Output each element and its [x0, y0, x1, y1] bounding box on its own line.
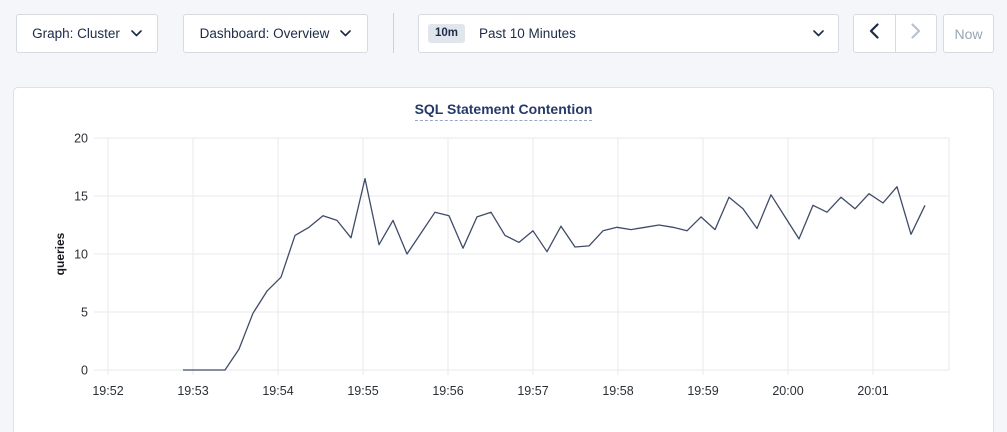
dashboard-dropdown[interactable]: Dashboard: Overview — [183, 14, 368, 53]
chart-title-row: SQL Statement Contention — [14, 101, 993, 121]
x-tick-label: 19:57 — [517, 384, 548, 398]
y-tick-label: 20 — [74, 132, 88, 146]
time-range-picker[interactable]: 10m Past 10 Minutes — [418, 14, 839, 53]
chevron-down-icon — [131, 30, 142, 37]
now-button[interactable]: Now — [943, 14, 994, 53]
x-tick-label: 20:01 — [857, 384, 888, 398]
shift-forward-button[interactable] — [894, 15, 937, 52]
sql-contention-chart: 0 5 10 15 20 19:52 19:53 19:54 19:55 19:56 19:57 19… — [53, 132, 950, 398]
x-tick-label: 19:53 — [177, 384, 208, 398]
y-tick-label: 15 — [74, 190, 88, 204]
x-tick-label: 19:59 — [687, 384, 718, 398]
x-tick-label: 19:58 — [602, 384, 633, 398]
x-tick-label: 20:00 — [772, 384, 803, 398]
y-tick-label: 10 — [74, 248, 88, 262]
chevron-left-icon — [869, 23, 879, 44]
toolbar-divider — [393, 13, 394, 53]
chart-card: SQL Statement Contention 0 5 10 15 20 19:52 19… — [13, 87, 994, 432]
time-range-badge: 10m — [428, 23, 466, 44]
x-tick-label: 19:55 — [347, 384, 378, 398]
chevron-right-icon — [911, 23, 921, 44]
chart-title[interactable]: SQL Statement Contention — [414, 101, 593, 121]
graph-dropdown[interactable]: Graph: Cluster — [16, 14, 158, 53]
graph-dropdown-label: Graph: Cluster — [32, 26, 120, 41]
x-tick-label: 19:52 — [92, 384, 123, 398]
toolbar: Graph: Cluster Dashboard: Overview 10m P… — [0, 0, 1007, 68]
chevron-down-icon — [813, 30, 824, 37]
now-button-label: Now — [954, 25, 983, 42]
time-shift-button-group — [853, 14, 937, 53]
y-tick-label: 5 — [81, 306, 88, 320]
dashboard-dropdown-label: Dashboard: Overview — [199, 26, 330, 41]
shift-back-button[interactable] — [854, 15, 895, 52]
time-range-label: Past 10 Minutes — [479, 26, 576, 41]
y-axis-label: queries — [53, 232, 67, 275]
contention-line-series — [183, 177, 926, 371]
chevron-down-icon — [340, 30, 352, 37]
y-tick-label: 0 — [81, 364, 88, 378]
x-tick-label: 19:54 — [262, 384, 293, 398]
x-tick-label: 19:56 — [432, 384, 463, 398]
